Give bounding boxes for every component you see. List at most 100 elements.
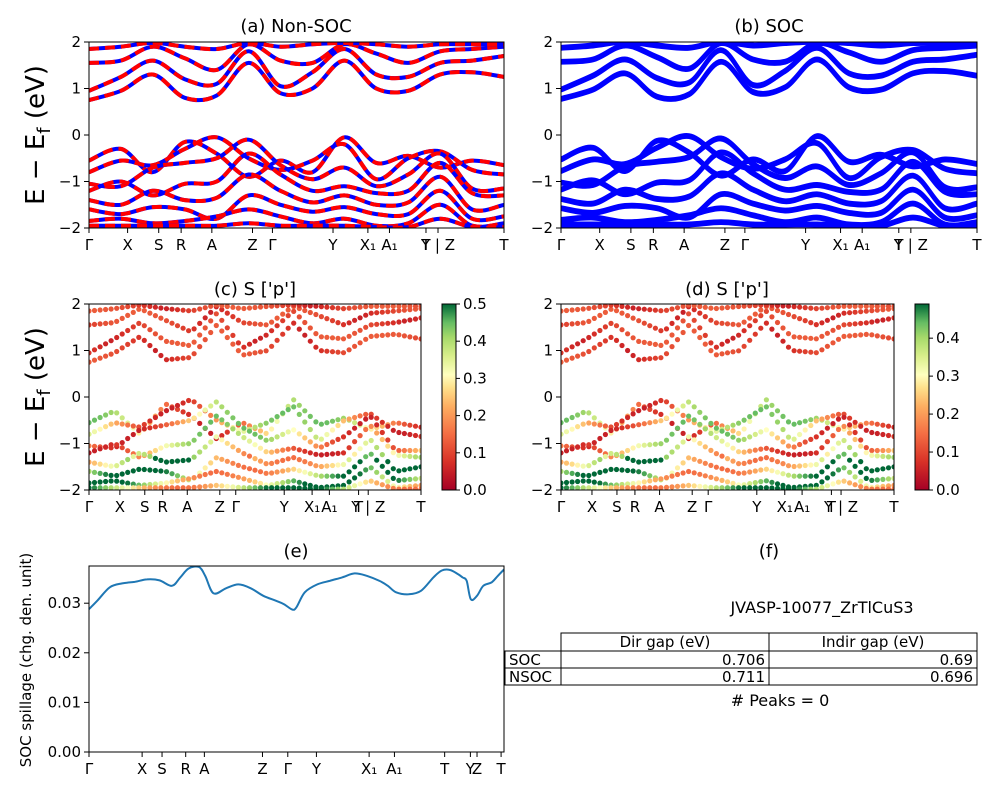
projection-point: [647, 442, 653, 448]
projection-point: [641, 356, 647, 362]
projection-point: [824, 420, 831, 426]
projection-point: [103, 478, 109, 485]
projection-point: [747, 337, 753, 343]
projection-point: [130, 431, 136, 438]
projection-point: [602, 338, 609, 344]
projection-point: [641, 320, 647, 326]
projection-point: [708, 340, 714, 346]
band-line: [561, 216, 977, 228]
projection-point: [186, 418, 192, 424]
projection-point: [802, 451, 808, 457]
projection-point: [224, 483, 230, 489]
projection-point: [858, 332, 864, 338]
band-line: [561, 135, 977, 191]
projection-point: [736, 430, 742, 436]
projection-point: [125, 304, 131, 310]
projection-point: [263, 437, 269, 443]
x-tick-label: S: [140, 498, 150, 516]
projection-point: [114, 334, 120, 341]
projection-point: [363, 479, 369, 485]
projection-point: [869, 429, 875, 436]
projection-point: [252, 442, 258, 448]
projection-point: [730, 335, 736, 341]
projection-point: [774, 448, 781, 454]
projection-point: [352, 464, 358, 470]
x-tick-label: S: [157, 760, 167, 778]
projection-point: [352, 414, 358, 421]
projection-point: [296, 485, 302, 490]
projection-point: [418, 464, 421, 470]
x-tick-label: A: [182, 498, 193, 516]
projection-point: [324, 304, 330, 310]
projection-point: [569, 485, 575, 490]
projection-point: [730, 321, 736, 327]
projection-point: [108, 421, 114, 427]
x-tick-label: T: [498, 236, 509, 254]
projection-point: [713, 320, 720, 326]
projection-point: [885, 486, 892, 490]
projection-point: [758, 429, 764, 435]
projection-point: [418, 486, 421, 490]
projection-point: [418, 475, 421, 481]
projection-point: [280, 485, 286, 490]
projection-point: [797, 316, 803, 322]
projection-point: [569, 470, 575, 476]
projection-point: [280, 447, 286, 453]
projection-point: [147, 342, 153, 349]
projection-point: [625, 455, 631, 461]
projection-point: [340, 450, 347, 456]
projection-point: [274, 304, 280, 309]
projection-point: [169, 479, 175, 485]
projection-point: [125, 485, 131, 490]
projection-point: [847, 444, 853, 451]
projection-point: [313, 486, 319, 490]
projection-point: [858, 309, 864, 315]
projection-point: [119, 415, 125, 421]
projection-point: [669, 344, 675, 350]
y-tick-label: 2: [71, 295, 81, 313]
projection-point: [885, 454, 892, 460]
projection-point: [91, 357, 98, 363]
projection-point: [636, 480, 642, 486]
projection-point: [230, 444, 236, 450]
projection-point: [152, 447, 158, 454]
projection-point: [340, 322, 347, 328]
projection-point: [791, 452, 797, 458]
projection-point: [580, 472, 586, 478]
x-tick-label: A₁: [854, 236, 870, 254]
projection-point: [780, 471, 786, 477]
projection-point: [730, 485, 736, 490]
projection-point: [674, 305, 681, 311]
projection-point: [858, 484, 864, 490]
projection-point: [241, 485, 247, 490]
projection-point: [580, 421, 586, 427]
projection-point: [561, 350, 564, 356]
projection-point: [368, 322, 374, 328]
projection-point: [224, 409, 230, 415]
projection-point: [752, 318, 758, 324]
projection-point: [91, 417, 98, 423]
x-tick-label: Y | Z: [350, 498, 385, 516]
projection-point: [202, 483, 208, 489]
band-line: [561, 137, 977, 193]
projection-point: [158, 445, 164, 451]
projection-point: [858, 423, 864, 429]
projection-point: [352, 305, 358, 311]
projection-point: [396, 308, 402, 314]
projection-point: [608, 450, 614, 457]
projection-point: [619, 304, 625, 309]
projection-point: [263, 304, 269, 310]
projection-point: [318, 334, 324, 340]
projection-point: [346, 469, 352, 475]
projection-point: [191, 454, 197, 460]
projection-point: [368, 414, 374, 420]
projection-point: [374, 422, 380, 428]
colorbar-tick-label: 0.3: [936, 367, 960, 385]
projection-point: [346, 333, 352, 339]
projection-point: [186, 397, 192, 404]
projection-point: [680, 329, 686, 336]
projection-point: [863, 304, 869, 309]
x-tick-label: A₁: [386, 760, 402, 778]
projection-point: [125, 327, 131, 334]
projection-point: [658, 342, 664, 348]
